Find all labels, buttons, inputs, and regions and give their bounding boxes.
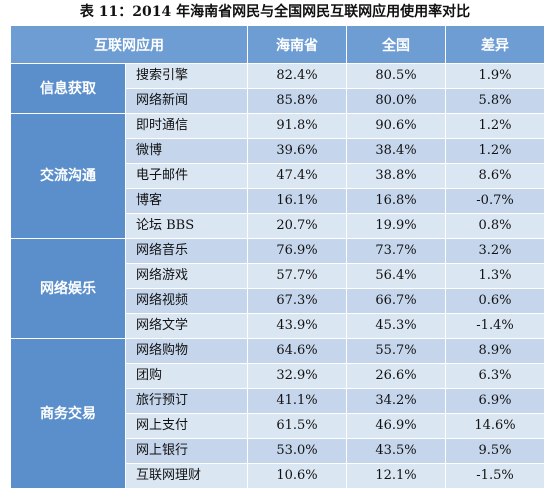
table-row: 商务交易 网络购物 64.6% 55.7% 8.9%: [10, 338, 545, 489]
app-cell: 微博: [125, 138, 248, 164]
national-rate-cell: 19.9%: [346, 213, 446, 239]
table-title: 表 11：2014 年海南省网民与全国网民互联网应用使用率对比: [79, 4, 471, 20]
table-row: 网络娱乐 网络音乐 76.9% 73.7% 3.2%: [10, 238, 545, 339]
national-rate-cell: 43.5%: [346, 438, 446, 464]
table-row: 网络新闻 85.8% 80.0% 5.8%: [11, 88, 545, 114]
table-row: 团购 32.9% 26.6% 6.3%: [11, 363, 545, 389]
national-rate-cell: 45.3%: [346, 313, 446, 339]
hainan-rate-cell: 85.8%: [247, 88, 347, 114]
app-cell: 论坛 BBS: [125, 213, 248, 239]
diff-cell: -0.7%: [445, 188, 545, 214]
diff-cell: 5.8%: [445, 88, 545, 114]
table-row: 旅行预订 41.1% 34.2% 6.9%: [11, 388, 545, 414]
category-cell: 商务交易: [10, 338, 126, 489]
national-rate-cell: 66.7%: [346, 288, 446, 314]
table-row: 网上银行 53.0% 43.5% 9.5%: [11, 438, 545, 464]
diff-cell: 8.9%: [445, 338, 545, 364]
app-cell: 搜索引擎: [125, 63, 248, 89]
diff-cell: 8.6%: [445, 163, 545, 189]
hainan-rate-cell: 20.7%: [247, 213, 347, 239]
national-rate-cell: 80.0%: [346, 88, 446, 114]
hainan-rate-cell: 16.1%: [247, 188, 347, 214]
diff-cell: 1.3%: [445, 263, 545, 289]
app-cell: 博客: [125, 188, 248, 214]
diff-cell: 6.3%: [445, 363, 545, 389]
category-cell: 信息获取: [10, 63, 126, 114]
diff-cell: 0.8%: [445, 213, 545, 239]
app-cell: 网络视频: [125, 288, 248, 314]
app-cell: 网上银行: [125, 438, 248, 464]
table-row: 电子邮件 47.4% 38.8% 8.6%: [11, 163, 545, 189]
hainan-rate-cell: 32.9%: [247, 363, 347, 389]
diff-cell: -1.5%: [445, 463, 545, 489]
app-cell: 电子邮件: [125, 163, 248, 189]
diff-cell: -1.4%: [445, 313, 545, 339]
app-cell: 网络游戏: [125, 263, 248, 289]
diff-cell: 6.9%: [445, 388, 545, 414]
diff-cell: 1.2%: [445, 138, 545, 164]
app-cell: 即时通信: [125, 113, 248, 139]
diff-cell: 0.6%: [445, 288, 545, 314]
national-rate-cell: 38.4%: [346, 138, 446, 164]
hainan-rate-cell: 43.9%: [247, 313, 347, 339]
app-cell: 网络音乐: [125, 238, 248, 264]
diff-cell: 9.5%: [445, 438, 545, 464]
app-cell: 网络文学: [125, 313, 248, 339]
national-rate-cell: 16.8%: [346, 188, 446, 214]
hainan-rate-cell: 67.3%: [247, 288, 347, 314]
header-national: 全国: [346, 25, 446, 64]
national-rate-cell: 38.8%: [346, 163, 446, 189]
header-hainan: 海南省: [247, 25, 347, 64]
hainan-rate-cell: 91.8%: [247, 113, 347, 139]
category-cell: 网络娱乐: [10, 238, 126, 339]
hainan-rate-cell: 41.1%: [247, 388, 347, 414]
app-cell: 网络购物: [125, 338, 248, 364]
table-body: 信息获取 搜索引擎 82.4% 80.5% 1.9% 网络新闻 85.8% 80.0% 5.8%…: [10, 63, 545, 489]
header-category: 互联网应用: [10, 25, 248, 64]
national-rate-cell: 90.6%: [346, 113, 446, 139]
table-row: 交流沟通 即时通信 91.8% 90.6% 1.2%: [10, 113, 545, 239]
table-row: 网络文学 43.9% 45.3% -1.4%: [11, 313, 545, 339]
table-row: 博客 16.1% 16.8% -0.7%: [11, 188, 545, 214]
table-row: 网络视频 67.3% 66.7% 0.6%: [11, 288, 545, 314]
hainan-rate-cell: 10.6%: [247, 463, 347, 489]
category-cell: 交流沟通: [10, 113, 126, 239]
hainan-rate-cell: 61.5%: [247, 413, 347, 439]
national-rate-cell: 80.5%: [346, 63, 446, 89]
hainan-rate-cell: 39.6%: [247, 138, 347, 164]
hainan-rate-cell: 64.6%: [247, 338, 347, 364]
national-rate-cell: 55.7%: [346, 338, 446, 364]
table-row: 信息获取 搜索引擎 82.4% 80.5% 1.9%: [10, 63, 545, 114]
national-rate-cell: 26.6%: [346, 363, 446, 389]
diff-cell: 3.2%: [445, 238, 545, 264]
header-diff: 差异: [445, 25, 545, 64]
app-cell: 互联网理财: [125, 463, 248, 489]
table-row: 互联网理财 10.6% 12.1% -1.5%: [11, 463, 545, 489]
hainan-rate-cell: 53.0%: [247, 438, 347, 464]
national-rate-cell: 34.2%: [346, 388, 446, 414]
usage-comparison-table: 互联网应用 海南省 全国 差异 信息获取 搜索引擎 82.4% 80.5% 1.9% 网络…: [10, 25, 545, 489]
hainan-rate-cell: 82.4%: [247, 63, 347, 89]
diff-cell: 1.2%: [445, 113, 545, 139]
hainan-rate-cell: 57.7%: [247, 263, 347, 289]
diff-cell: 1.9%: [445, 63, 545, 89]
national-rate-cell: 56.4%: [346, 263, 446, 289]
hainan-rate-cell: 47.4%: [247, 163, 347, 189]
national-rate-cell: 73.7%: [346, 238, 446, 264]
diff-cell: 14.6%: [445, 413, 545, 439]
app-cell: 网上支付: [125, 413, 248, 439]
header-row: 互联网应用 海南省 全国 差异: [10, 25, 545, 64]
app-cell: 网络新闻: [125, 88, 248, 114]
app-cell: 团购: [125, 363, 248, 389]
app-cell: 旅行预订: [125, 388, 248, 414]
national-rate-cell: 12.1%: [346, 463, 446, 489]
hainan-rate-cell: 76.9%: [247, 238, 347, 264]
table-row: 微博 39.6% 38.4% 1.2%: [11, 138, 545, 164]
table-row: 网络游戏 57.7% 56.4% 1.3%: [11, 263, 545, 289]
national-rate-cell: 46.9%: [346, 413, 446, 439]
